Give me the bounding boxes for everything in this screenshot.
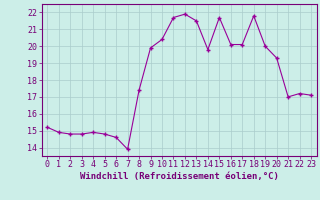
X-axis label: Windchill (Refroidissement éolien,°C): Windchill (Refroidissement éolien,°C) [80,172,279,181]
